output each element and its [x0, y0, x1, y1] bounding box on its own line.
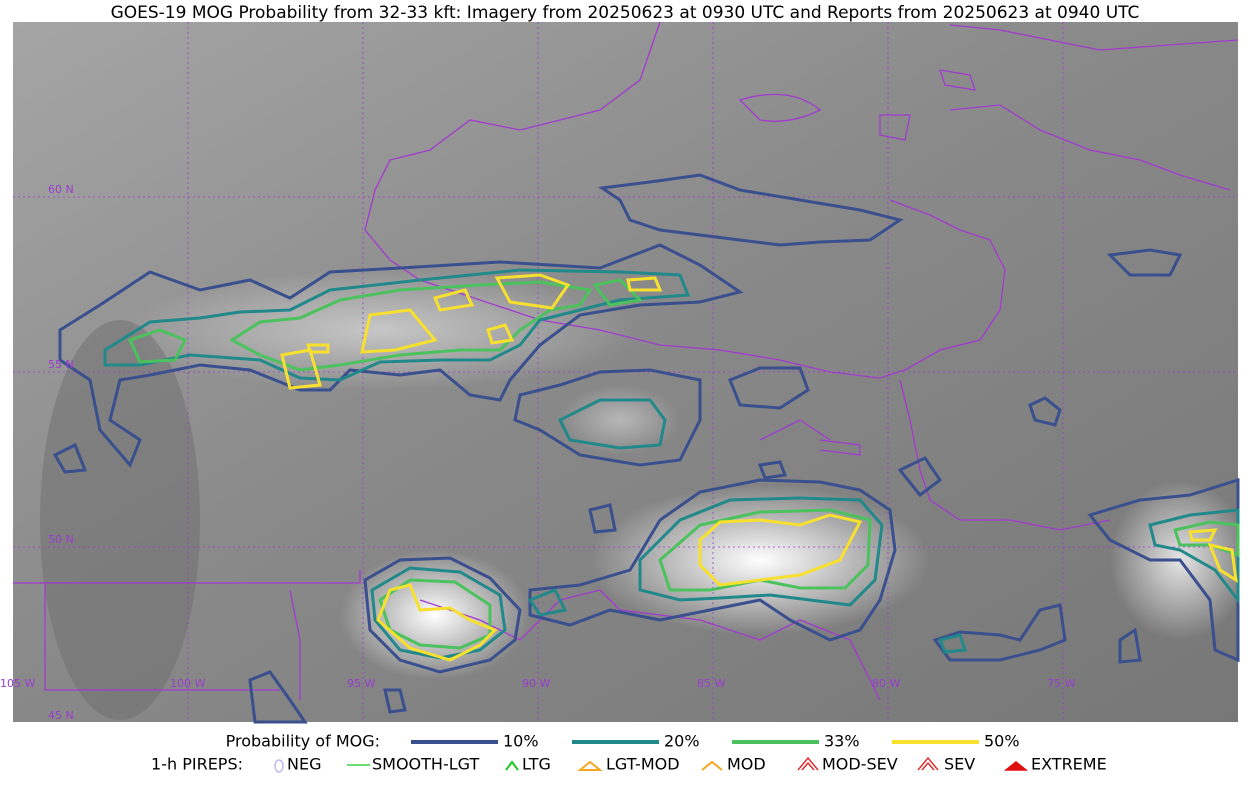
legend-item: EXTREME [1031, 755, 1107, 774]
lon-label: 90 W [522, 677, 550, 690]
lat-label: 45 N [48, 709, 74, 722]
legend-item: LTG [522, 755, 551, 774]
map: 60 N 55 N 50 N 45 N 105 W 100 W 95 W 90 W 85 W 80… [0, 21, 1250, 724]
legend-item: MOD [727, 755, 766, 774]
legend-item: 50% [984, 732, 1020, 751]
legend-title: Probability of MOG: [226, 732, 380, 751]
lon-label: 80 W [872, 677, 900, 690]
lon-label: 95 W [347, 677, 375, 690]
lon-label: 75 W [1047, 677, 1075, 690]
legend: Probability of MOG: 10% 20% 33% 50% 1-h PIR… [151, 732, 1107, 774]
lat-label: 60 N [48, 183, 74, 196]
legend-item: 20% [664, 732, 700, 751]
lat-label: 55 N [48, 358, 74, 371]
legend-item: SMOOTH-LGT [372, 755, 479, 774]
lon-label: 100 W [170, 677, 205, 690]
legend-item: 10% [503, 732, 539, 751]
lat-label: 50 N [48, 533, 74, 546]
legend-item: NEG [287, 755, 321, 774]
lon-label: 85 W [697, 677, 725, 690]
legend-item: SEV [944, 755, 975, 774]
pirep-title: 1-h PIREPS: [151, 755, 243, 774]
lon-label: 105 W [0, 677, 35, 690]
legend-item: MOD-SEV [822, 755, 898, 774]
legend-item: LGT-MOD [606, 755, 680, 774]
legend-item: 33% [824, 732, 860, 751]
title: GOES-19 MOG Probability from 32-33 kft: … [111, 3, 1140, 23]
